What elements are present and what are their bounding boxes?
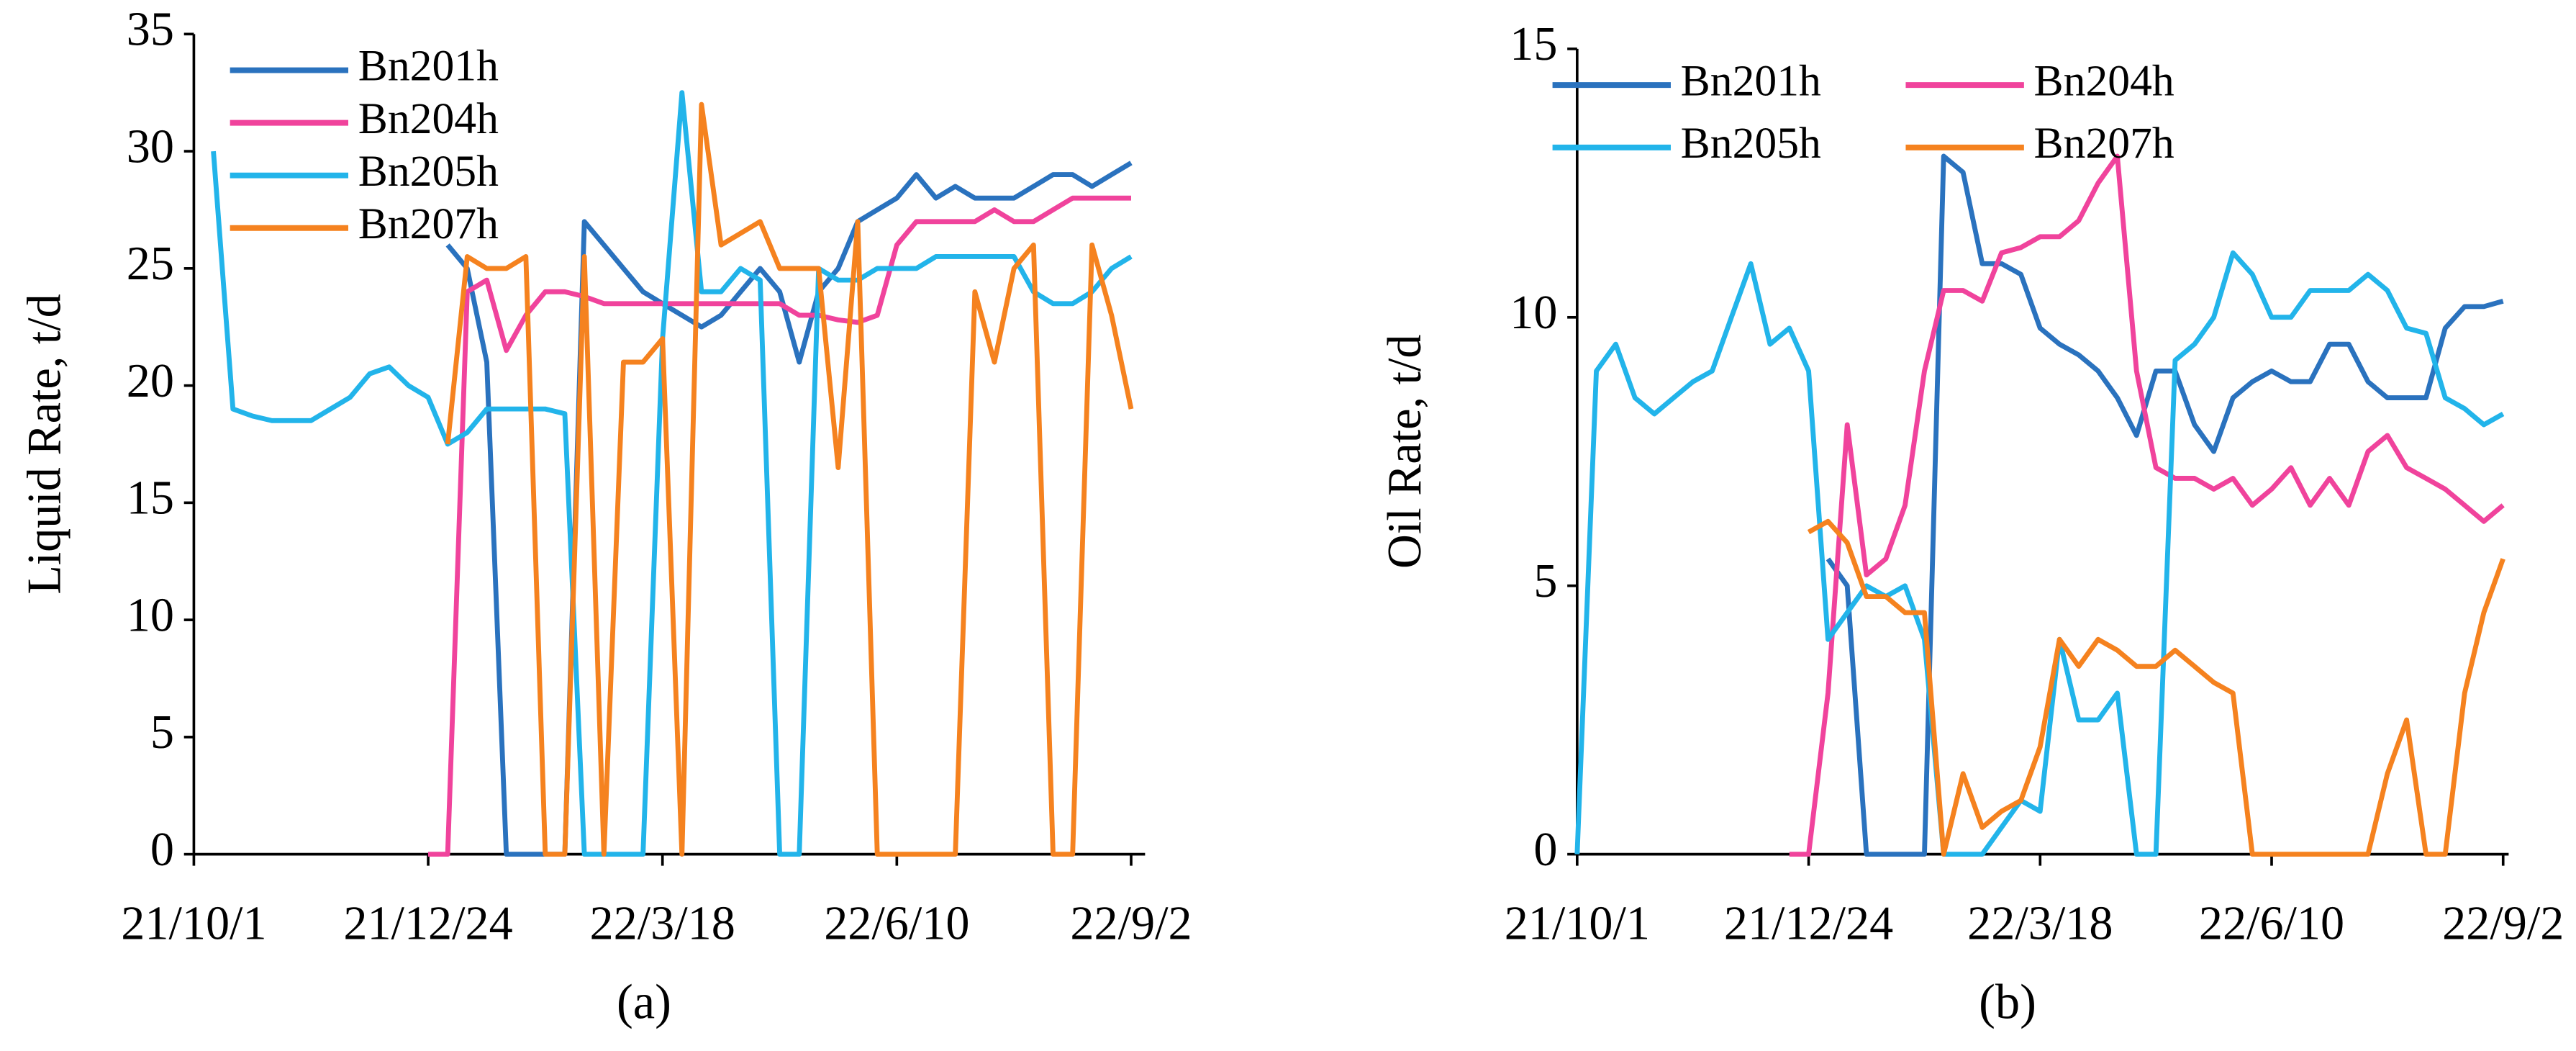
series-line: [445, 102, 1134, 857]
y-tick-label: 15: [1510, 18, 1557, 71]
x-tick-label: 22/9/2: [1070, 898, 1192, 950]
panel-caption: (b): [1979, 975, 2036, 1029]
x-tick-label: 21/10/1: [1505, 898, 1650, 950]
legend-label: Bn204h: [358, 94, 499, 143]
legend-label: Bn207h: [2034, 119, 2174, 168]
chart-panel: 0 5 10 15 20 25 30 35 21/10/1 21/12/24 22/3/18 22/6…: [19, 4, 1192, 1029]
y-tick-label: 0: [1533, 824, 1557, 876]
legend-label: Bn201h: [1681, 56, 1821, 105]
series-line: [1807, 518, 2505, 857]
y-axis-title: Oil Rate, t/d: [1379, 335, 1431, 569]
y-tick-label: 10: [1510, 287, 1557, 339]
legend-label: Bn205h: [1681, 119, 1821, 168]
legend-label: Bn201h: [358, 42, 499, 91]
y-tick-label: 20: [127, 355, 174, 407]
y-tick-label: 0: [150, 824, 174, 876]
y-tick-label: 5: [1533, 555, 1557, 608]
y-tick-label: 25: [127, 238, 174, 290]
series-line: [211, 90, 1133, 857]
legend-label: Bn204h: [2034, 56, 2174, 105]
panel-caption: (a): [617, 975, 671, 1029]
series-line: [1826, 153, 2504, 857]
y-tick-label: 5: [150, 706, 174, 759]
x-tick-label: 22/6/10: [824, 898, 969, 950]
series-line: [1574, 250, 2505, 857]
y-tick-label: 10: [127, 589, 174, 641]
chart-panel: 0 5 10 15 21/10/1 21/12/24 22/3/18 22/6/10 22/9/…: [1379, 18, 2564, 1029]
y-tick-label: 30: [127, 120, 174, 173]
x-tick-label: 22/6/10: [2199, 898, 2344, 950]
x-tick-label: 21/10/1: [121, 898, 266, 950]
y-tick-label: 35: [127, 4, 174, 56]
legend-label: Bn207h: [358, 199, 499, 248]
y-axis-title: Liquid Rate, t/d: [19, 294, 71, 594]
x-tick-label: 21/12/24: [343, 898, 512, 950]
legend-label: Bn205h: [358, 147, 499, 196]
x-tick-label: 22/3/18: [590, 898, 735, 950]
x-tick-label: 22/3/18: [1967, 898, 2113, 950]
series-line: [1789, 153, 2505, 857]
y-tick-label: 15: [127, 472, 174, 525]
x-tick-label: 21/12/24: [1724, 898, 1893, 950]
x-tick-label: 22/9/2: [2442, 898, 2564, 950]
series-line: [427, 195, 1131, 857]
